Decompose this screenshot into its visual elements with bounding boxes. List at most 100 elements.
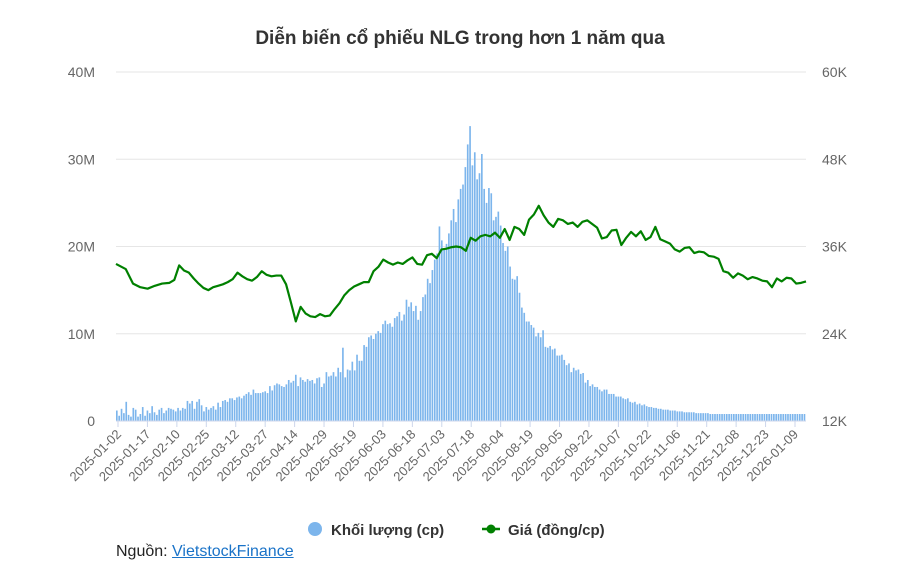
volume-bar [568,363,570,421]
volume-bar [725,414,728,421]
volume-bar [375,333,377,421]
volume-bar [309,380,311,421]
volume-bar [405,299,408,421]
volume-bar [170,408,172,421]
volume-bar [502,243,504,421]
volume-bar [426,278,429,421]
volume-bar [624,399,627,421]
source-note: Nguồn: VietstockFinance [116,543,294,561]
volume-bar [304,381,307,421]
volume-bar [511,278,514,421]
volume-bar [172,409,175,421]
volume-bar [692,412,695,421]
volume-bar [648,407,650,421]
volume-bar [393,318,396,421]
left-tick-label: 20M [68,239,95,255]
volume-bar [641,405,643,422]
volume-bar [605,389,608,421]
volume-bar [356,354,358,421]
volume-bar [742,414,745,421]
volume-bar [259,393,262,421]
volume-bar [386,324,389,421]
volume-bar [678,411,681,421]
volume-bar [554,348,556,421]
source-link[interactable]: VietstockFinance [172,543,294,560]
legend-item-volume[interactable]: Khối lượng (cp) [308,522,444,539]
volume-bar [443,249,445,421]
volume-bar [747,414,749,421]
volume-bar [735,414,737,421]
volume-bar [396,316,398,421]
volume-bar [645,406,648,421]
volume-bar [217,402,219,421]
volume-bar [664,409,667,421]
volume-bar [212,406,215,421]
volume-bar [422,297,424,421]
left-axis-ticks: 0 10M 20M 30M 40M [68,64,95,429]
chart-title: Diễn biến cổ phiếu NLG trong hơn 1 năm q… [255,27,665,49]
volume-bar [528,321,530,421]
price-line [115,204,807,323]
volume-bar [400,320,403,421]
volume-bar [252,389,255,421]
volume-bar [551,349,554,421]
volume-bar [525,321,528,421]
volume-bar [730,414,733,421]
right-tick-label: 36K [822,239,848,255]
volume-bar [269,386,271,421]
volume-bar [674,410,676,421]
volume-bar [429,283,431,421]
volume-bar [671,410,674,421]
volume-bar [370,335,372,422]
volume-bar [257,393,259,421]
x-axis-ticks: 2025-01-022025-01-172025-02-102025-02-25… [66,420,806,484]
volume-bar [139,414,142,421]
volume-bar [285,384,288,422]
volume-bar [313,383,316,421]
volume-bar [535,336,537,421]
volume-bar [433,259,436,421]
volume-bar [636,404,639,421]
right-tick-label: 48K [822,151,848,167]
volume-bar [667,409,669,421]
volume-bar [469,126,471,421]
volume-bar [714,414,716,421]
volume-bar [476,179,478,421]
volume-bar [153,412,156,421]
volume-bar [466,144,469,422]
volume-bar [700,413,702,421]
volume-bar [330,375,332,421]
volume-bar [398,311,401,421]
volume-bar [603,389,606,421]
volume-bar [448,233,450,421]
volume-bar [266,393,269,421]
volume-bar [619,396,622,421]
volume-bar [360,360,363,421]
volume-bar [342,347,344,421]
legend[interactable]: Khối lượng (cp) Giá (đồng/cp) [308,522,605,539]
volume-bar [579,373,582,421]
volume-bar [780,414,782,421]
volume-bar [539,337,542,421]
volume-bar [316,378,318,421]
volume-bar [365,346,368,421]
volume-bar [615,396,617,421]
volume-bar [247,392,250,421]
volume-bar [160,407,163,421]
volume-bar [643,404,646,421]
volume-bar [349,370,351,421]
volume-bar [485,202,488,422]
volume-bar [740,414,742,421]
volume-bar [163,413,165,421]
volume-bar [589,386,591,421]
volume-bar [572,367,575,421]
volume-bar [196,401,198,422]
volume-bar [530,325,533,421]
volume-bar [245,393,248,421]
volume-bar [219,407,222,421]
volume-bar [221,400,224,421]
legend-item-price[interactable]: Giá (đồng/cp) [482,522,605,539]
volume-bar [440,240,443,421]
volume-bar [462,184,464,421]
volume-bar [417,319,420,421]
